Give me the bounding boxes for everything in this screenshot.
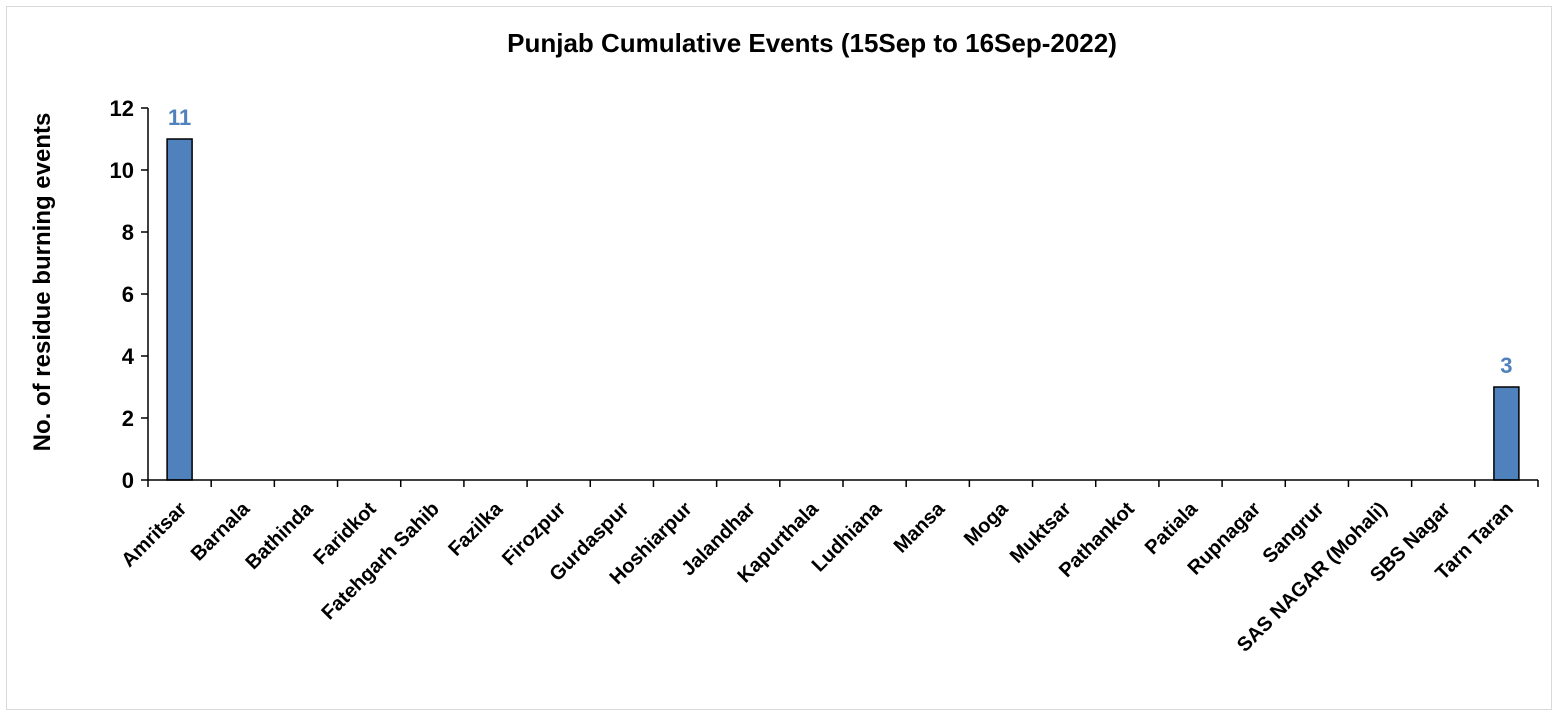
x-tick-label: Fatehgarh Sahib xyxy=(317,498,443,624)
x-tick-label: Amritsar xyxy=(117,498,191,572)
x-tick-label: Fazilka xyxy=(444,497,507,560)
x-tick-label: Mansa xyxy=(890,497,950,557)
x-tick-label: Bathinda xyxy=(241,497,318,574)
y-tick-label: 8 xyxy=(122,220,134,245)
y-axis-ticks: 0 2 4 6 8 10 12 xyxy=(110,96,148,493)
data-labels: 11 3 xyxy=(168,105,1513,378)
x-tick-label: Patiala xyxy=(1141,497,1203,559)
chart-title: Punjab Cumulative Events (15Sep to 16Sep… xyxy=(507,28,1117,58)
x-axis-ticks: AmritsarBarnalaBathindaFaridkotFatehgarh… xyxy=(117,480,1539,657)
x-tick-label: Ludhiana xyxy=(808,497,887,576)
y-tick-label: 6 xyxy=(122,282,134,307)
y-axis-label: No. of residue burning events xyxy=(29,113,56,452)
chart-area xyxy=(6,6,1552,710)
bar-amritsar xyxy=(166,138,193,481)
y-tick-label: 4 xyxy=(122,344,135,369)
y-tick-label: 10 xyxy=(110,158,134,183)
bars xyxy=(166,138,1520,481)
y-tick-label: 0 xyxy=(122,468,134,493)
y-tick-label: 2 xyxy=(122,406,134,431)
bar-tarn-taran xyxy=(1493,386,1520,481)
data-label: 11 xyxy=(168,105,191,130)
data-label: 3 xyxy=(1500,353,1512,378)
y-tick-label: 12 xyxy=(110,96,134,121)
x-tick-label: Moga xyxy=(960,497,1013,550)
